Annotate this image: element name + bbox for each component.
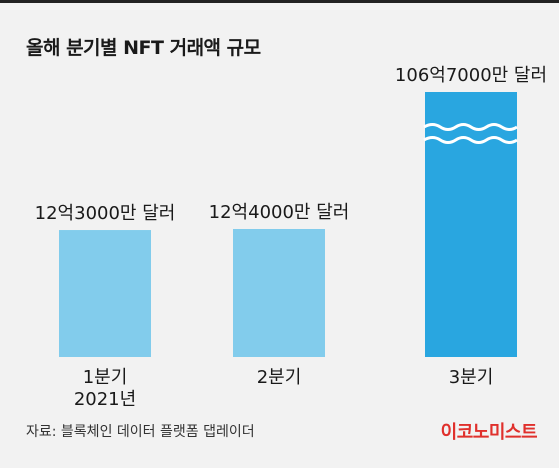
- bar-1: [59, 230, 151, 357]
- bar-3: [425, 92, 517, 357]
- top-rule: [0, 0, 559, 3]
- category-label-3: 3분기: [449, 367, 494, 388]
- axis-break-wave-2: [423, 136, 518, 144]
- category-label-1-line-2: 2021년: [74, 389, 136, 410]
- value-label-3: 106억7000만 달러: [395, 65, 547, 86]
- axis-break-wave-1: [423, 123, 518, 131]
- chart-title: 올해 분기별 NFT 거래액 규모: [26, 37, 261, 59]
- value-label-2: 12억4000만 달러: [209, 202, 350, 223]
- bars-layer: [59, 92, 518, 357]
- brand-logo-text: 이코노미스트: [440, 422, 538, 443]
- category-label-1-line-1: 1분기: [83, 367, 128, 388]
- category-label-2: 2분기: [257, 367, 302, 388]
- source-note: 자료: 블록체인 데이터 플랫폼 댑레이더: [26, 424, 255, 440]
- value-label-1: 12억3000만 달러: [35, 203, 176, 224]
- bar-2: [233, 229, 325, 357]
